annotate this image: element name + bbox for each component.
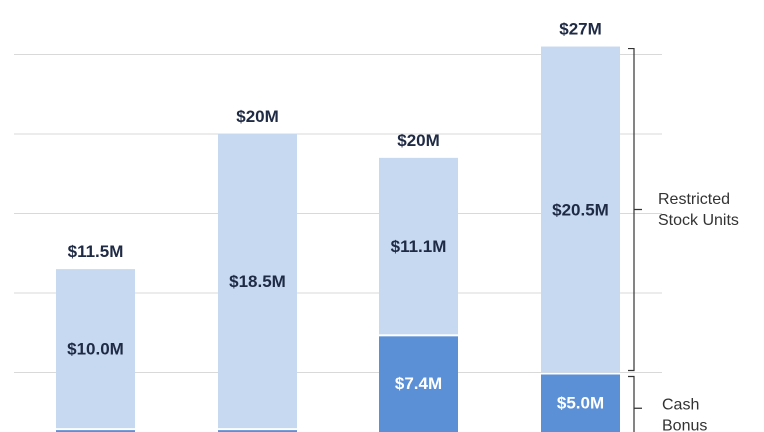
bar-total-label: $20M	[236, 107, 279, 126]
legend: Restricted Stock Units Cash Bonus	[628, 47, 739, 432]
bars	[56, 46, 620, 432]
bar-value-label: $11.1M	[391, 237, 447, 256]
bar-value-label: $10.0M	[67, 340, 124, 359]
bar-total-label: $27M	[559, 20, 602, 39]
bar-total-label: $11.5M	[68, 242, 124, 261]
bar-segment	[56, 269, 135, 429]
bar-segment	[218, 430, 297, 432]
legend-bracket	[628, 47, 642, 372]
bar-segment	[541, 374, 620, 432]
legend-label: Stock Units	[658, 212, 739, 229]
legend-label: Restricted	[658, 191, 730, 208]
bar-value-label: $20.5M	[552, 201, 609, 220]
legend-label: Bonus	[662, 418, 707, 432]
bar-segment	[56, 430, 135, 432]
legend-bracket	[628, 375, 642, 432]
bar-value-label: $7.4M	[395, 374, 442, 393]
bar-value-label: $18.5M	[229, 272, 286, 291]
bar-segment	[218, 134, 297, 429]
bar-segment	[379, 336, 458, 432]
bar-total-label: $20M	[397, 131, 440, 150]
bar-segment	[379, 157, 458, 335]
bar-segment	[541, 46, 620, 373]
legend-label: Cash	[662, 397, 699, 414]
labels: $10.0M $11.5M $18.5M $20M $7.4M $11.1M $20M $5.…	[67, 20, 609, 413]
bar-value-label: $5.0M	[557, 393, 604, 412]
